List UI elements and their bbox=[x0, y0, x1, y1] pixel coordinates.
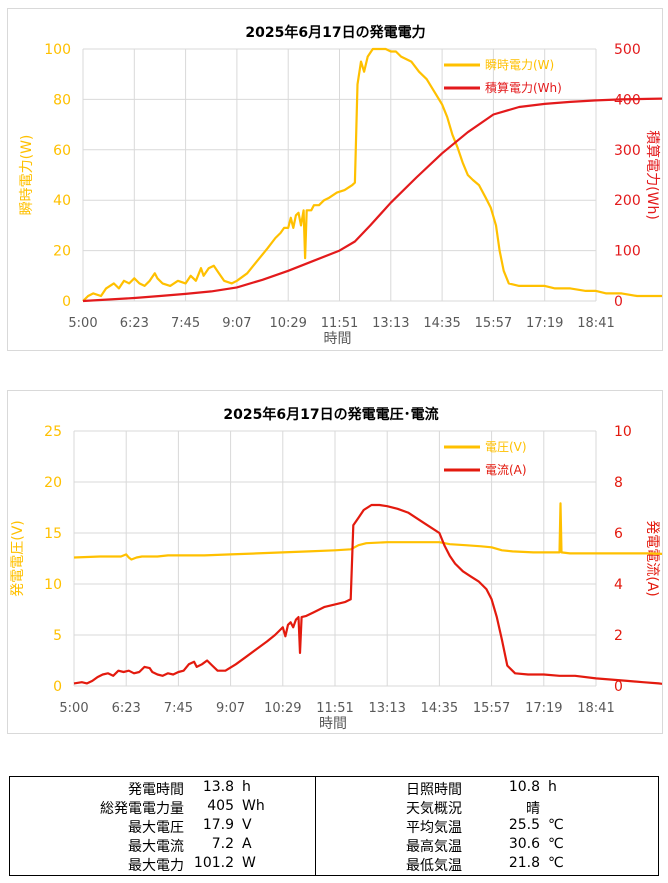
x-tick-label: 5:00 bbox=[68, 316, 97, 331]
summary-value: 晴 bbox=[526, 801, 540, 817]
y-left-tick-label: 60 bbox=[53, 143, 71, 159]
summary-label: 最低気温 bbox=[406, 858, 462, 874]
x-tick-label: 6:23 bbox=[112, 701, 141, 716]
y-left-tick-label: 10 bbox=[44, 577, 62, 593]
summary-divider bbox=[315, 777, 316, 875]
y-right-axis-title: 積算電力(Wh) bbox=[644, 130, 660, 220]
series-line-2 bbox=[73, 503, 662, 685]
summary-unit: A bbox=[242, 836, 252, 852]
y-left-tick-label: 0 bbox=[53, 679, 62, 695]
x-tick-label: 5:00 bbox=[59, 701, 88, 716]
summary-table: 発電時間 13.8 h 総発電電力量 405 Wh 最大電圧 17.9 V 最大電流 7.2 A 最大電… bbox=[9, 776, 659, 876]
y-left-axis-title: 瞬時電力(W) bbox=[19, 135, 35, 216]
summary-label: 最高気温 bbox=[406, 839, 462, 855]
summary-label: 最大電圧 bbox=[128, 820, 184, 836]
x-tick-label: 18:41 bbox=[577, 701, 614, 716]
x-tick-label: 10:29 bbox=[264, 701, 301, 716]
summary-label: 発電時間 bbox=[128, 782, 184, 798]
summary-label: 総発電電力量 bbox=[100, 801, 184, 817]
y-right-tick-label: 300 bbox=[614, 143, 641, 159]
x-tick-label: 15:57 bbox=[475, 316, 512, 331]
y-right-tick-label: 200 bbox=[614, 193, 641, 209]
series-line-2 bbox=[82, 97, 662, 303]
x-tick-label: 10:29 bbox=[269, 316, 306, 331]
legend-label: 電圧(V) bbox=[485, 440, 527, 454]
summary-label: 平均気温 bbox=[406, 820, 462, 836]
y-left-tick-label: 80 bbox=[53, 92, 71, 108]
legend-label: 瞬時電力(W) bbox=[485, 58, 554, 72]
x-tick-label: 7:45 bbox=[164, 701, 193, 716]
y-left-tick-label: 5 bbox=[53, 628, 62, 644]
power-chart-svg: 2025年6月17日の発電電力 0 20 40 60 80 100 0 100 200 300 400… bbox=[19, 24, 662, 347]
legend-label: 積算電力(Wh) bbox=[485, 80, 562, 95]
y-left-tick-label: 20 bbox=[53, 244, 71, 260]
x-tick-label: 14:35 bbox=[421, 701, 458, 716]
summary-value: 30.6 bbox=[508, 836, 540, 852]
summary-unit: h bbox=[548, 779, 557, 795]
y-right-tick-label: 6 bbox=[614, 526, 623, 542]
x-tick-label: 17:19 bbox=[526, 316, 563, 331]
x-tick-label: 11:51 bbox=[316, 701, 353, 716]
summary-unit: V bbox=[242, 817, 252, 833]
x-tick-label: 15:57 bbox=[473, 701, 510, 716]
y-left-tick-label: 15 bbox=[44, 526, 62, 542]
y-left-tick-label: 20 bbox=[44, 475, 62, 491]
series-line-1 bbox=[82, 47, 662, 302]
summary-value: 17.9 bbox=[202, 817, 234, 833]
voltage-current-chart-svg: 2025年6月17日の発電電圧･電流 0 5 10 15 20 25 0 2 4 6 8 10 5:00 6… bbox=[10, 406, 662, 732]
summary-value: 25.5 bbox=[508, 817, 540, 833]
y-right-tick-label: 2 bbox=[614, 628, 623, 644]
summary-value: 101.2 bbox=[193, 855, 234, 871]
summary-label: 最大電力 bbox=[128, 858, 184, 874]
y-right-tick-label: 400 bbox=[614, 92, 641, 108]
summary-label: 天気概況 bbox=[406, 801, 462, 817]
summary-value: 405 bbox=[207, 798, 234, 814]
x-tick-label: 9:07 bbox=[222, 316, 251, 331]
x-axis-title: 時間 bbox=[324, 331, 352, 347]
y-left-axis-title: 発電電圧(V) bbox=[10, 520, 26, 597]
y-left-tick-label: 25 bbox=[44, 424, 62, 440]
chart-title: 2025年6月17日の発電電圧･電流 bbox=[223, 406, 438, 423]
voltage-current-chart: 2025年6月17日の発電電圧･電流 0 5 10 15 20 25 0 2 4 6 8 10 5:00 6… bbox=[7, 390, 663, 734]
summary-value: 21.8 bbox=[508, 855, 540, 871]
x-tick-label: 6:23 bbox=[120, 316, 149, 331]
summary-label: 日照時間 bbox=[406, 782, 462, 798]
x-tick-label: 14:35 bbox=[423, 316, 460, 331]
y-right-axis-title: 発電電流(A) bbox=[644, 520, 660, 597]
summary-unit: W bbox=[242, 855, 256, 871]
summary-unit: h bbox=[242, 779, 251, 795]
y-right-tick-label: 100 bbox=[614, 244, 641, 260]
y-right-tick-label: 4 bbox=[614, 577, 623, 593]
x-tick-label: 7:45 bbox=[171, 316, 200, 331]
series-line-1 bbox=[73, 502, 662, 561]
summary-value: 7.2 bbox=[211, 836, 234, 852]
summary-value: 10.8 bbox=[508, 779, 540, 795]
y-right-tick-label: 500 bbox=[614, 42, 641, 58]
summary-label: 最大電流 bbox=[128, 839, 184, 855]
summary-unit: ℃ bbox=[548, 817, 564, 833]
x-tick-label: 17:19 bbox=[525, 701, 562, 716]
x-tick-label: 9:07 bbox=[216, 701, 245, 716]
chart-title: 2025年6月17日の発電電力 bbox=[245, 24, 425, 41]
y-left-tick-label: 100 bbox=[44, 42, 71, 58]
y-right-tick-label: 0 bbox=[614, 679, 623, 695]
legend-label: 電流(A) bbox=[485, 463, 527, 477]
x-tick-label: 18:41 bbox=[577, 316, 614, 331]
x-tick-label: 13:13 bbox=[372, 316, 409, 331]
y-right-tick-label: 10 bbox=[614, 424, 632, 440]
x-axis-title: 時間 bbox=[319, 716, 347, 732]
x-tick-label: 13:13 bbox=[368, 701, 405, 716]
summary-unit: ℃ bbox=[548, 836, 564, 852]
summary-unit: ℃ bbox=[548, 855, 564, 871]
summary-unit: Wh bbox=[242, 798, 265, 814]
y-left-tick-label: 40 bbox=[53, 193, 71, 209]
y-left-tick-label: 0 bbox=[62, 294, 71, 310]
x-tick-label: 11:51 bbox=[321, 316, 358, 331]
y-right-tick-label: 0 bbox=[614, 294, 623, 310]
summary-value: 13.8 bbox=[202, 779, 234, 795]
y-right-tick-label: 8 bbox=[614, 475, 623, 491]
power-chart: 2025年6月17日の発電電力 0 20 40 60 80 100 0 100 200 300 400… bbox=[7, 8, 663, 351]
